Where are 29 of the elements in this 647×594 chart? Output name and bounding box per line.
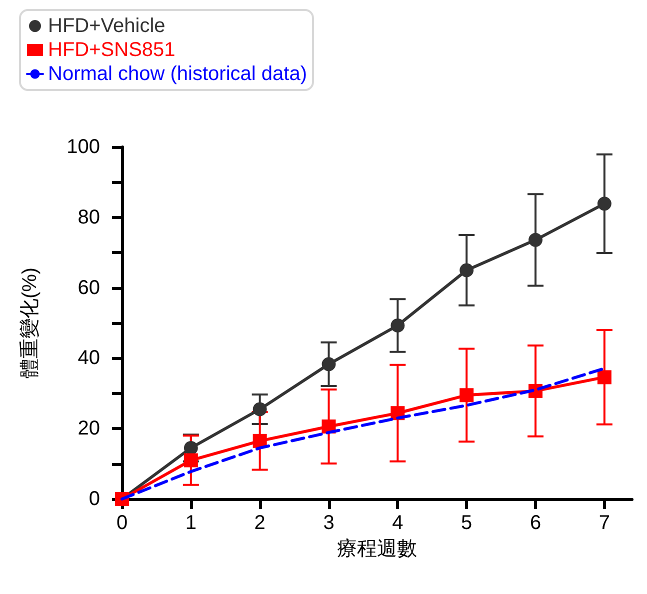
point [597, 370, 612, 384]
x-tick-label: 6 [530, 512, 542, 534]
point [322, 357, 336, 372]
y-axis-title: 體重變化(%) [19, 267, 41, 379]
x-tick-label: 4 [392, 512, 404, 534]
x-tick-label: 7 [598, 512, 610, 534]
point [252, 402, 267, 416]
point [460, 388, 474, 402]
point [528, 232, 543, 247]
x-tick-label: 1 [185, 512, 196, 534]
y-tick-label: 80 [78, 206, 100, 228]
legend-label: HFD+SNS851 [48, 39, 176, 61]
x-tick-label: 3 [323, 512, 334, 534]
x-tick-label: 5 [461, 512, 472, 534]
y-tick-label: 100 [66, 136, 100, 158]
y-tick-label: 20 [78, 418, 100, 440]
legend-label: Normal chow (historical data) [48, 63, 307, 85]
y-tick-label: 60 [78, 276, 100, 299]
legend-label: HFD+Vehicle [48, 15, 166, 37]
x-tick-label: 0 [116, 512, 128, 534]
point [460, 263, 474, 278]
point [184, 440, 198, 455]
point [597, 196, 612, 211]
y-tick-label: 0 [88, 488, 100, 510]
point [390, 318, 405, 332]
y-tick-label: 40 [78, 347, 100, 370]
x-axis-title: 療程週數 [337, 538, 417, 560]
point [184, 453, 198, 468]
x-tick-label: 2 [254, 512, 266, 534]
